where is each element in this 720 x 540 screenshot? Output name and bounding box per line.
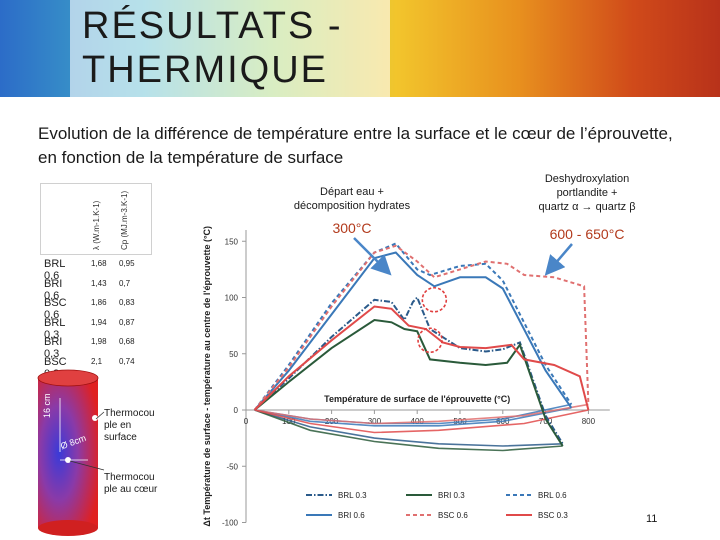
chart-markers [417,286,448,354]
legend-label: BSC 0.3 [538,511,568,520]
annotation-right: Deshydroxylation portlandite + quartz α … [522,172,652,214]
cooling-line-BRL03 [254,409,563,447]
annotation-right-temp: 600 - 650°C [549,226,625,242]
legend-label: BRI 0.3 [438,491,465,500]
legend-label: BSC 0.6 [438,511,468,520]
chart-legend: BRL 0.3 BRI 0.3 BRL 0.6 BRI 0.6 BSC 0.6 BSC 0… [306,491,568,520]
title-line-1: RÉSULTATS - [82,5,343,47]
y-tick-label: 0 [234,406,239,415]
cp-value: 0,68 [119,337,135,346]
cooling-line-BRI03 [254,409,563,452]
series-line-BSC06 [253,244,590,411]
x-tick-label: 100 [282,417,296,426]
lambda-value: 1,94 [91,317,107,327]
legend-label: BRL 0.6 [538,491,567,500]
series-line-BSC03 [253,305,590,411]
thermocouple-core-point [65,457,71,463]
cooling-line-BSC06 [254,403,589,425]
cp-value: 0,74 [119,356,135,366]
title-line-2: THERMIQUE [82,49,328,91]
cp-value: 0,7 [119,278,131,288]
thermo-core-line-1: Thermocou [104,472,155,483]
cooling-line-BSC03 [254,409,589,434]
slide-subtitle: Evolution de la différence de températur… [38,124,673,167]
y-tick-label: -100 [222,519,239,528]
page-title: RÉSULTATS - THERMIQUE [82,4,343,92]
legend-label: BRL 0.3 [338,491,367,500]
lambda-value: 1,68 [91,259,107,268]
material-name: BRL 0,3 [44,316,65,341]
x-tick-label: 700 [539,417,553,426]
thermocouple-surface-point [92,415,98,421]
annotation-left: Départ eau + décomposition hydrates [278,185,426,213]
cooling-line-BRI06 [254,407,572,427]
thermo-core-leader [69,460,105,471]
thermo-surface-label: Thermocou ple en surface [104,408,155,444]
annotation-left-line-1: Départ eau + [320,186,384,198]
arrow-to-300 [353,237,392,276]
annotation-left-line-2: décomposition hydrates [293,200,411,212]
y-tick-label: 150 [225,237,239,246]
arrow-to-600 [544,243,573,276]
cp-value: 0,87 [119,317,135,327]
material-name: BRI 0,6 [44,277,63,302]
lambda-value: 1,86 [91,298,107,307]
thermo-core-label: Thermocou ple au cœur [104,472,157,496]
material-name: BSC 0,6 [44,297,67,321]
series-line-BRI03 [253,318,564,447]
header-title-backdrop [70,0,390,97]
cylinder-body [38,378,98,528]
cylinder-top [37,369,99,387]
highlight-circle [417,327,443,354]
y-tick-label: 100 [225,294,239,303]
annotation-left-temp: 300°C [332,220,372,236]
lambda-value: 1,43 [91,278,107,288]
y-tick-label: -50 [226,462,238,471]
chart-xlabel: Température de surface de l'éprouvette (… [324,394,510,404]
annotation-right-line-1: Deshydroxylation [544,173,630,185]
specimen-cylinder [37,369,99,536]
cp-value: 0,83 [119,298,135,307]
chart-ylabel: Δt Température de surface - température … [202,226,212,527]
material-name: BRL 0,6 [44,258,65,282]
series-line-BRI06 [253,251,573,411]
material-name: BRI 0,3 [44,336,63,360]
thermo-surface-line-3: surface [104,432,137,443]
x-tick-label: 800 [582,417,596,426]
x-tick-label: 0 [244,417,249,426]
annotation-right-line-3: quartz α → quartz β [538,201,636,213]
properties-header [40,183,152,255]
legend-label: BRI 0.6 [338,511,365,520]
x-tick-label: 300 [368,417,382,426]
lambda-value: 1,98 [91,337,107,346]
x-tick-label: 200 [325,417,339,426]
series-line-BRL03 [253,295,564,445]
highlight-circle [421,286,448,313]
chart-series [253,242,590,452]
cylinder-base [38,520,98,536]
thermo-surface-line-2: ple en [104,420,132,431]
thermo-surface-leader [95,411,105,420]
cp-value: 0,95 [119,259,135,268]
lambda-value: 2,1 [91,356,103,366]
series-line-BRL06 [253,242,573,411]
y-tick-label: 50 [229,350,238,359]
thermo-core-line-2: ple au cœur [104,484,158,495]
thermo-surface-line-1: Thermocou [104,408,155,419]
page-number: 11 [646,513,658,525]
annotation-right-line-2: portlandite + [556,187,618,199]
